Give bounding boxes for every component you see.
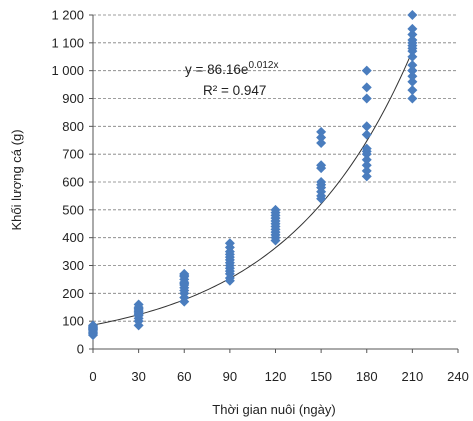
data-point: [407, 76, 418, 87]
data-point: [361, 143, 372, 154]
data-points: [88, 10, 418, 341]
x-tick-label: 60: [177, 369, 191, 384]
data-point: [270, 204, 281, 215]
data-point: [361, 171, 372, 182]
x-tick-label: 180: [356, 369, 378, 384]
data-point: [407, 10, 418, 20]
trendline-equation-exponent: 0.012x: [248, 60, 278, 71]
y-axis-title: Khối lượng cá (g): [9, 129, 24, 230]
data-point: [316, 177, 327, 187]
data-point: [88, 320, 98, 331]
y-tick-label: 300: [62, 258, 84, 273]
y-tick-label: 1 100: [51, 35, 84, 50]
data-point: [361, 160, 372, 171]
y-tick-label: 100: [62, 314, 84, 329]
data-point: [407, 29, 418, 40]
trendline-equation: y = 86.16e0.012x: [185, 60, 278, 77]
data-point: [407, 23, 418, 34]
data-point: [407, 35, 418, 46]
data-point: [224, 238, 235, 249]
y-tick-label: 400: [62, 230, 84, 245]
x-tick-label: 0: [89, 369, 96, 384]
y-tick-label: 600: [62, 175, 84, 190]
data-point: [316, 160, 327, 171]
data-point: [407, 60, 418, 71]
data-point: [361, 93, 372, 104]
data-point: [407, 71, 418, 82]
x-tick-label: 150: [310, 369, 332, 384]
x-axis-title: Thời gian nuôi (ngày): [212, 402, 335, 417]
x-tick-label: 240: [447, 369, 469, 384]
data-point: [407, 93, 418, 104]
trendline-r-squared: R² = 0.947: [203, 83, 266, 98]
y-tick-label: 900: [62, 91, 84, 106]
data-point: [361, 82, 372, 93]
data-point: [407, 85, 418, 96]
data-point: [133, 299, 144, 310]
trendline: [92, 50, 413, 326]
data-point: [361, 165, 372, 176]
x-tick-label: 210: [402, 369, 424, 384]
x-tick-label: 120: [265, 369, 287, 384]
data-point: [316, 126, 327, 137]
data-point: [361, 154, 372, 165]
data-point: [407, 65, 418, 76]
y-tick-label: 200: [62, 286, 84, 301]
y-tick-label: 0: [77, 342, 84, 357]
data-point: [179, 268, 190, 279]
data-point: [361, 129, 372, 140]
x-tick-label: 90: [223, 369, 237, 384]
data-point: [361, 65, 372, 76]
y-tick-label: 1 200: [51, 8, 84, 23]
y-tick-label: 500: [62, 202, 84, 217]
x-tick-label: 30: [131, 369, 145, 384]
y-tick-label: 1 000: [51, 63, 84, 78]
data-point: [407, 51, 418, 62]
y-tick-label: 800: [62, 119, 84, 134]
data-point: [316, 138, 327, 149]
y-tick-label: 700: [62, 147, 84, 162]
trendline-curve: [92, 50, 413, 326]
trendline-equation-base: y = 86.16e: [185, 62, 248, 77]
data-point: [316, 132, 327, 143]
axes: [89, 14, 459, 353]
data-point: [361, 121, 372, 132]
